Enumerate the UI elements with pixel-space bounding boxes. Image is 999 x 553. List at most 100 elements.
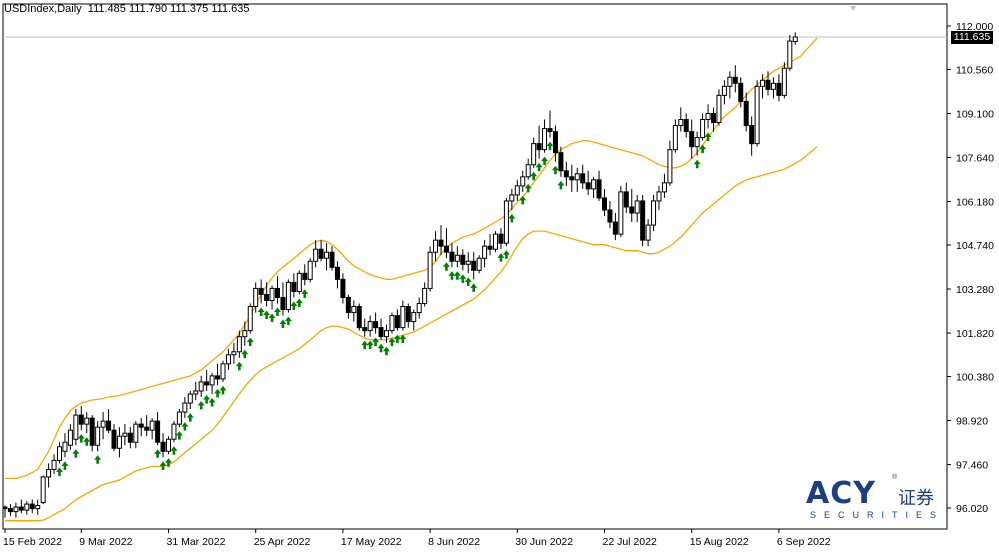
- candle-body-up: [296, 272, 302, 292]
- up-arrow: [241, 349, 249, 359]
- up-arrow: [464, 277, 472, 286]
- candle-body-down: [743, 100, 749, 127]
- x-tick-label: 17 May 2022: [341, 536, 402, 548]
- candle-body-down: [585, 182, 591, 190]
- candle-body-up: [73, 414, 79, 440]
- candle-body-up: [542, 128, 548, 151]
- candle-body-up: [236, 336, 242, 353]
- logo-registered-mark: ®: [892, 474, 898, 481]
- chart-header: USDIndex,Daily 111.485 111.790 111.375 1…: [4, 3, 249, 15]
- candle-body-down: [345, 296, 351, 314]
- x-tick-label: 8 Jun 2022: [428, 536, 480, 548]
- lower-band-line: [5, 146, 818, 522]
- candle-body-up: [574, 173, 580, 181]
- candle-body-up: [694, 137, 700, 148]
- candle-body-down: [7, 508, 13, 513]
- x-tick-label: 25 Apr 2022: [254, 536, 311, 548]
- up-arrow: [459, 274, 467, 283]
- candle-body-up: [247, 306, 253, 332]
- candle-body-down: [89, 417, 95, 446]
- up-arrow: [235, 361, 243, 371]
- candle-body-down: [378, 327, 384, 338]
- up-arrow: [372, 337, 380, 347]
- candle-body-up: [781, 67, 787, 96]
- candle-body-up: [67, 429, 73, 446]
- y-tick-label: 112.000: [956, 21, 993, 33]
- candle-body-down: [580, 173, 586, 184]
- candle-body-up: [149, 420, 155, 431]
- up-arrow: [274, 307, 282, 316]
- candle-body-up: [220, 363, 226, 380]
- candle-body-up: [422, 287, 428, 304]
- candle-body-down: [623, 191, 629, 208]
- x-tick-label: 31 Mar 2022: [167, 536, 226, 548]
- up-arrow: [388, 337, 396, 347]
- candle-body-up: [672, 125, 678, 151]
- candle-body-up: [531, 143, 537, 166]
- y-tick-label: 100.380: [956, 371, 994, 383]
- candle-body-up: [433, 239, 439, 253]
- candle-body-up: [667, 149, 673, 184]
- candle-body-down: [552, 131, 558, 154]
- ohlc-values: 111.485 111.790 111.375 111.635: [87, 3, 250, 15]
- up-arrow: [699, 144, 707, 154]
- up-arrow: [301, 289, 309, 298]
- up-arrow: [508, 213, 516, 223]
- candle-body-up: [792, 36, 798, 43]
- up-arrow: [56, 467, 63, 476]
- candle-body-down: [776, 82, 782, 96]
- candle-body-up: [269, 287, 275, 301]
- candle-body-down: [563, 170, 569, 178]
- candle-body-up: [253, 287, 259, 308]
- candle-body-down: [602, 197, 607, 211]
- candle-body-up: [231, 351, 237, 356]
- up-arrow: [268, 313, 276, 323]
- candle-body-up: [509, 194, 515, 202]
- candle-body-down: [340, 278, 346, 298]
- candle-body-up: [367, 321, 373, 332]
- candle-body-down: [155, 420, 161, 443]
- candle-body-up: [700, 119, 706, 139]
- candle-body-down: [78, 414, 84, 425]
- y-tick-label: 106.180: [956, 197, 994, 209]
- candle-body-up: [727, 76, 733, 87]
- candle-body-down: [160, 441, 166, 452]
- candle-body-down: [29, 503, 35, 510]
- candle-body-down: [569, 176, 575, 181]
- x-tick-label: 15 Aug 2022: [690, 536, 749, 548]
- up-arrow: [448, 271, 456, 280]
- up-arrow: [470, 283, 478, 292]
- candle-body-up: [13, 506, 19, 513]
- candle-body-down: [394, 315, 400, 329]
- candle-body-up: [411, 312, 417, 323]
- candle-body-up: [760, 79, 766, 87]
- candle-body-up: [242, 330, 248, 338]
- up-arrow: [519, 195, 527, 205]
- candle-body-up: [95, 426, 101, 446]
- x-tick-label: 6 Sep 2022: [777, 536, 831, 548]
- candle-body-up: [591, 179, 597, 190]
- candle-body-down: [334, 266, 340, 280]
- up-arrow: [442, 262, 450, 271]
- candle-body-down: [280, 296, 286, 311]
- candle-body-down: [302, 272, 308, 280]
- candle-body-down: [275, 287, 280, 298]
- x-tick-label: 9 Mar 2022: [79, 536, 132, 548]
- y-tick-label: 104.740: [956, 240, 994, 252]
- candle-body-up: [656, 191, 662, 202]
- candle-body-up: [416, 302, 422, 314]
- candle-body-down: [596, 179, 602, 199]
- up-arrow: [399, 334, 407, 344]
- y-tick-label: 103.280: [956, 284, 994, 296]
- y-tick-label: 98.920: [956, 416, 988, 428]
- up-arrow: [453, 271, 461, 280]
- candle-body-up: [645, 224, 651, 241]
- candle-body-down: [498, 233, 504, 244]
- candle-body-down: [460, 254, 466, 265]
- up-arrow: [170, 446, 178, 455]
- candle-body-down: [405, 306, 411, 323]
- symbol-label: USDIndex,Daily: [4, 3, 82, 15]
- candle-body-down: [318, 248, 324, 259]
- up-arrow: [246, 337, 254, 347]
